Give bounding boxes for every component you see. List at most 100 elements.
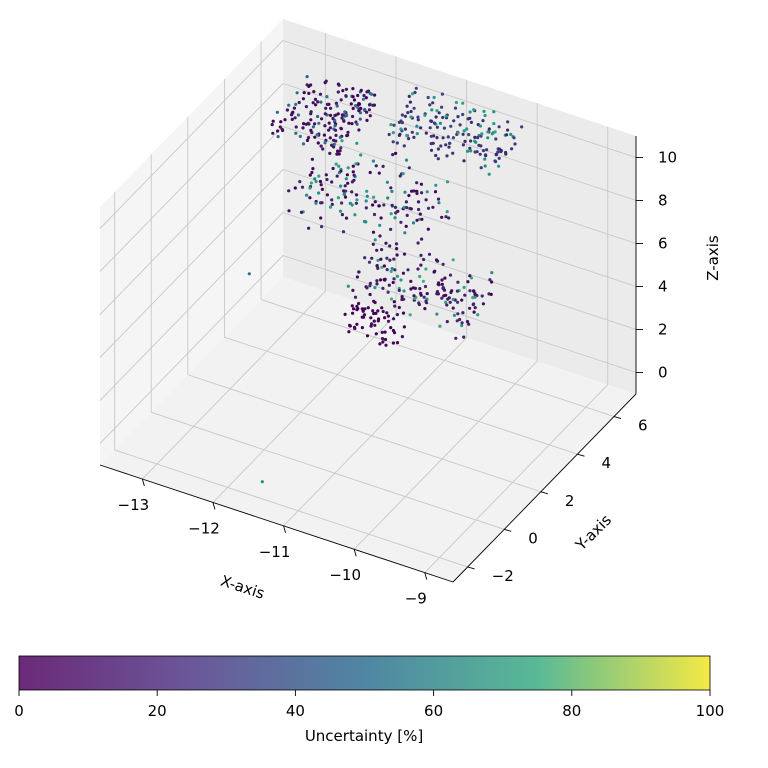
- data-point: [389, 123, 393, 127]
- data-point: [480, 294, 484, 298]
- data-point: [305, 193, 309, 197]
- data-point: [373, 323, 377, 327]
- data-point: [373, 286, 377, 290]
- data-point: [433, 190, 438, 194]
- data-point: [417, 302, 421, 307]
- data-point: [275, 110, 279, 114]
- x-tick-label: −10: [329, 566, 361, 584]
- data-point: [341, 230, 346, 234]
- data-point: [520, 125, 524, 129]
- data-point: [361, 308, 365, 312]
- data-point: [325, 177, 329, 182]
- data-point: [376, 258, 380, 262]
- data-point: [391, 131, 395, 135]
- data-point: [336, 112, 340, 116]
- data-point: [276, 129, 280, 133]
- data-point: [432, 270, 436, 274]
- data-point: [385, 311, 389, 315]
- data-point: [391, 341, 395, 345]
- data-point: [351, 95, 355, 99]
- data-point: [319, 144, 323, 148]
- data-point: [336, 90, 340, 94]
- data-point: [358, 117, 362, 121]
- data-point: [357, 270, 361, 274]
- data-point: [339, 98, 343, 102]
- data-point: [463, 139, 467, 143]
- data-point: [400, 335, 404, 339]
- data-point: [338, 149, 342, 153]
- data-point: [372, 319, 376, 323]
- data-point: [436, 147, 440, 151]
- data-point: [444, 114, 448, 118]
- x-tick-label: −12: [188, 519, 220, 537]
- data-point: [324, 106, 328, 110]
- data-point: [320, 117, 324, 121]
- data-point: [376, 266, 380, 270]
- data-point: [484, 154, 488, 158]
- data-point: [383, 330, 387, 334]
- x-tick: [353, 549, 357, 557]
- data-point: [351, 87, 355, 91]
- data-point: [487, 172, 491, 176]
- data-point: [403, 114, 407, 118]
- data-point: [345, 173, 349, 177]
- data-point: [365, 286, 369, 290]
- data-point: [287, 209, 291, 213]
- data-point: [417, 207, 421, 212]
- data-point: [419, 182, 423, 186]
- data-point: [444, 215, 448, 219]
- data-point: [391, 153, 395, 157]
- data-point: [332, 142, 336, 146]
- data-point: [435, 136, 439, 140]
- data-point: [381, 164, 385, 168]
- data-point: [350, 180, 354, 184]
- data-point: [381, 309, 385, 314]
- data-point: [316, 100, 320, 104]
- data-point: [360, 326, 364, 330]
- data-point: [490, 280, 494, 284]
- z-tick-label: 6: [658, 235, 668, 253]
- data-point: [390, 189, 394, 193]
- data-point: [350, 304, 354, 308]
- data-point: [447, 216, 451, 220]
- data-point: [373, 238, 377, 242]
- data-point: [355, 122, 359, 126]
- data-point: [483, 157, 487, 161]
- data-point: [298, 180, 302, 184]
- data-point: [380, 265, 384, 269]
- data-point: [331, 166, 335, 171]
- data-point: [338, 209, 343, 213]
- data-point: [416, 118, 420, 122]
- y-tick-label: −2: [492, 567, 514, 585]
- data-point: [350, 122, 354, 126]
- data-point: [422, 295, 426, 299]
- data-point: [482, 109, 486, 113]
- data-point: [397, 133, 401, 137]
- data-point: [352, 98, 357, 102]
- y-tick-label: 2: [565, 492, 575, 510]
- data-point: [365, 189, 369, 193]
- data-point: [393, 216, 397, 220]
- data-point: [472, 108, 476, 112]
- data-point: [368, 292, 372, 297]
- data-point: [496, 150, 500, 154]
- data-point: [424, 131, 428, 135]
- data-point: [419, 263, 423, 267]
- data-point: [413, 90, 417, 95]
- data-point: [476, 136, 480, 140]
- grid-line: [424, 384, 609, 573]
- data-point: [355, 141, 359, 145]
- data-point: [318, 179, 323, 184]
- data-point: [334, 133, 338, 137]
- data-point: [423, 113, 427, 117]
- data-point: [420, 191, 424, 195]
- data-point: [339, 146, 343, 150]
- data-point: [341, 89, 345, 93]
- data-point: [401, 172, 405, 176]
- data-point: [368, 281, 372, 285]
- data-point: [402, 205, 406, 209]
- data-point: [343, 312, 347, 316]
- data-point: [404, 200, 408, 204]
- data-point: [427, 252, 432, 256]
- data-point: [402, 144, 406, 148]
